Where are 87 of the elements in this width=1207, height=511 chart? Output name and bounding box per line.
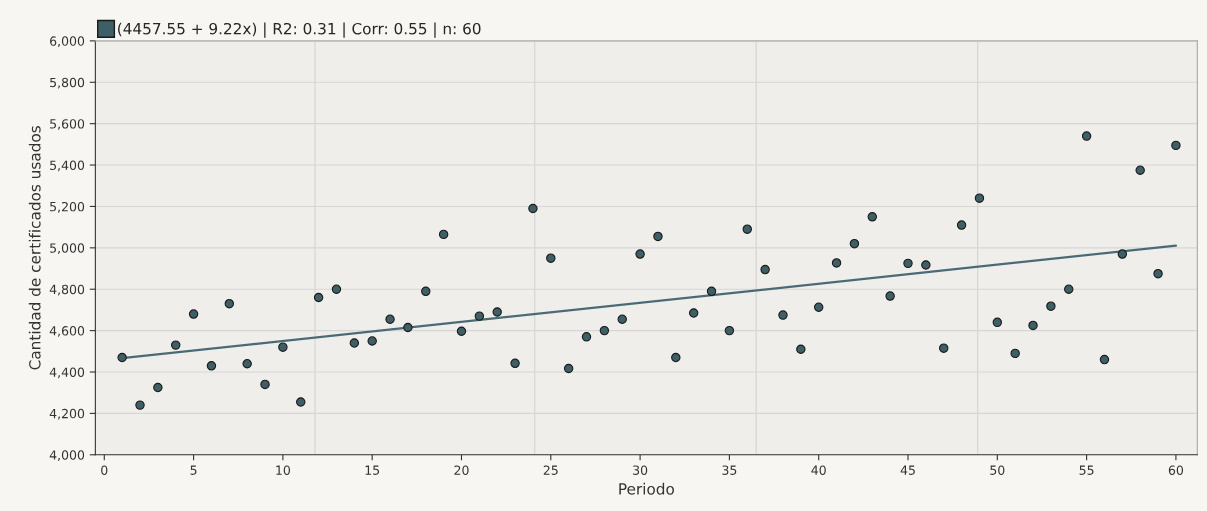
x-tick-label: 0 [101,465,108,475]
x-tick-label: 10 [276,465,291,475]
y-tick-label: 4,000 [49,450,85,461]
x-tick-label: 5 [190,465,197,475]
x-tick-label: 30 [633,465,648,475]
point [706,286,717,297]
point [903,258,913,269]
point [385,314,395,324]
point [635,249,645,259]
point [510,358,520,369]
point [171,340,181,350]
x-tick-label: 15 [365,465,380,475]
y-tick-label: 5,600 [50,119,85,130]
point [224,298,235,309]
point [492,307,502,317]
point [849,238,860,249]
x-tick-label: 50 [990,465,1005,475]
point [563,363,574,374]
point [724,325,735,336]
point [438,229,449,240]
point [813,302,824,312]
point [921,260,931,270]
point [1064,284,1074,294]
point [974,193,985,203]
y-tick-label: 5,400 [50,160,85,172]
point [956,220,967,230]
y-tick-label: 4,600 [49,326,85,337]
point [688,308,699,318]
x-tick-label: 60 [1168,465,1184,475]
point [1010,348,1020,359]
x-tick-label: 55 [1079,465,1094,475]
y-tick-label: 4,800 [49,284,85,296]
point [153,382,163,393]
point [1153,268,1163,279]
point [1099,354,1110,365]
point [671,352,681,363]
point [1171,140,1181,151]
point [778,310,788,320]
x-tick-label: 20 [454,465,469,475]
point [867,212,878,222]
point [313,292,324,303]
point [367,336,377,346]
y-tick-label: 5,200 [50,201,85,213]
point [206,361,217,371]
point [349,338,360,348]
x-axis-title: Periodo [619,482,674,495]
point [456,326,467,336]
y-tick-label: 4,400 [49,367,85,379]
legend-label: (4457.55 + 9.22x) | R2: 0.31 | Corr: 0.55 | n: 60 [118,22,481,38]
point [1046,301,1056,311]
point [1135,165,1145,175]
point [599,325,610,336]
point [528,203,538,214]
point [296,397,306,407]
point [474,311,485,321]
x-tick-label: 35 [722,465,737,475]
point [653,231,663,242]
point [135,400,145,410]
point [742,224,752,234]
point [617,314,627,324]
y-tick-label: 4,200 [49,408,85,420]
point [421,286,431,297]
point [188,309,199,319]
x-tick-label: 40 [811,465,826,475]
point [242,359,252,369]
y-tick-label: 5,800 [50,77,85,89]
y-tick-label: 6,000 [50,36,85,48]
x-tick-label: 45 [900,465,915,475]
point [1028,320,1038,331]
point [546,253,556,263]
y-axis-title: Cantidad de certificados usados [28,126,41,370]
point [1117,249,1128,259]
point [796,344,806,354]
point [581,332,592,342]
point [403,322,413,333]
point [992,317,1003,328]
point [260,379,270,390]
point [278,342,288,352]
point [885,291,895,301]
y-tick-label: 5,000 [50,243,85,255]
point [831,258,842,268]
point [1081,131,1092,141]
point [939,343,949,353]
point [117,352,127,363]
point [331,284,342,294]
x-tick-label: 25 [543,465,558,475]
point [760,264,770,275]
